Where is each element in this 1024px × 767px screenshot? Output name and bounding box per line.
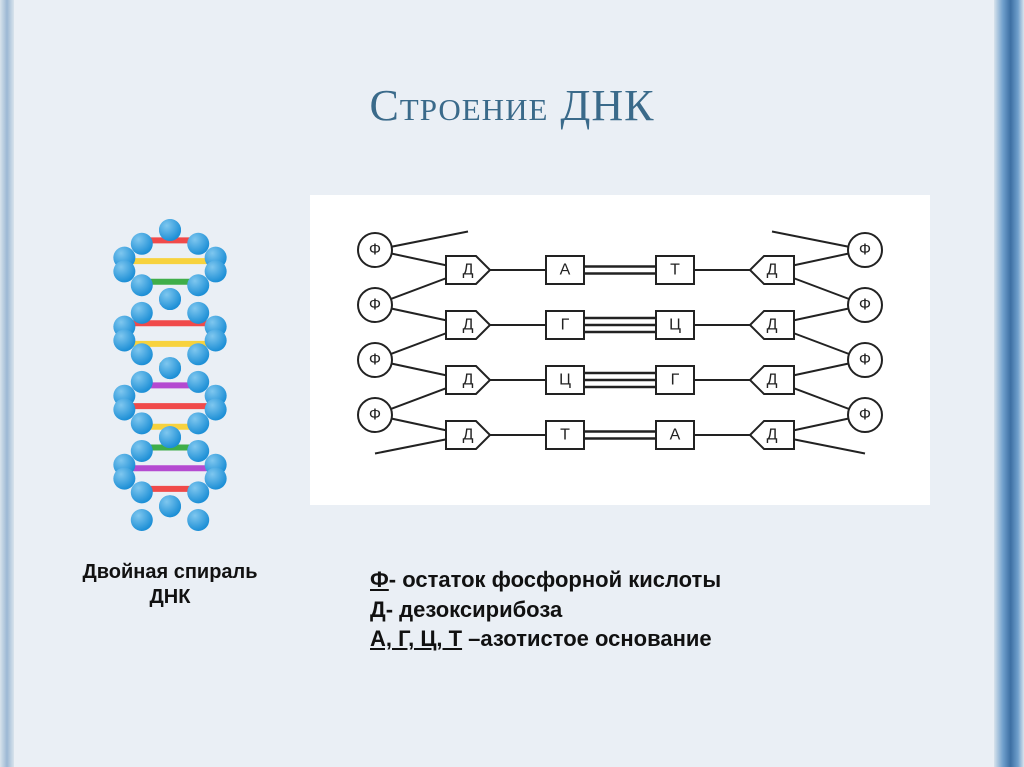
legend-row: Д- дезоксирибоза	[370, 595, 721, 625]
svg-text:Г: Г	[561, 317, 570, 334]
svg-text:Ф: Ф	[369, 242, 381, 259]
svg-text:Д: Д	[463, 427, 474, 444]
page-title: Строение ДНК	[0, 80, 1024, 131]
svg-text:Т: Т	[670, 262, 680, 279]
svg-text:Д: Д	[463, 372, 474, 389]
legend-key: А, Г, Ц, Т	[370, 626, 462, 651]
svg-text:Ф: Ф	[369, 407, 381, 424]
svg-text:Ц: Ц	[669, 317, 681, 334]
svg-text:А: А	[560, 262, 571, 279]
dna-schema-figure: Ф Ф Ф Ф Ф Ф Ф Ф Д Д А Т Д Д Г Ц Д Д Ц Г Д Д Т А	[310, 195, 930, 505]
legend-text: - дезоксирибоза	[386, 597, 563, 622]
svg-text:Д: Д	[463, 262, 474, 279]
legend-key: Д	[370, 597, 386, 622]
svg-text:Ф: Ф	[859, 407, 871, 424]
helix-caption: Двойная спираль ДНК	[70, 560, 270, 610]
dna-helix-figure	[80, 210, 260, 540]
svg-text:Ц: Ц	[559, 372, 571, 389]
svg-text:Д: Д	[767, 317, 778, 334]
svg-text:Г: Г	[671, 372, 680, 389]
legend-text: –азотистое основание	[462, 626, 712, 651]
legend-row: Ф- остаток фосфорной кислоты	[370, 565, 721, 595]
svg-text:Д: Д	[463, 317, 474, 334]
svg-text:Ф: Ф	[369, 297, 381, 314]
legend: Ф- остаток фосфорной кислотыД- дезоксири…	[370, 565, 721, 654]
svg-text:Ф: Ф	[859, 352, 871, 369]
legend-key: Ф	[370, 567, 389, 592]
svg-text:Ф: Ф	[369, 352, 381, 369]
svg-text:Д: Д	[767, 372, 778, 389]
svg-text:Д: Д	[767, 262, 778, 279]
legend-text: - остаток фосфорной кислоты	[389, 567, 721, 592]
svg-text:Д: Д	[767, 427, 778, 444]
svg-text:Ф: Ф	[859, 297, 871, 314]
legend-row: А, Г, Ц, Т –азотистое основание	[370, 624, 721, 654]
svg-text:А: А	[670, 427, 681, 444]
svg-text:Ф: Ф	[859, 242, 871, 259]
svg-text:Т: Т	[560, 427, 570, 444]
